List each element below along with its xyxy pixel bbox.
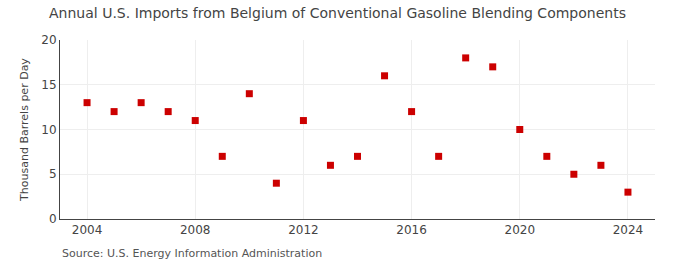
svg-text:Source: U.S. Energy Informatio: Source: U.S. Energy Information Administ… <box>62 247 322 260</box>
svg-text:2024: 2024 <box>613 223 644 237</box>
svg-text:2016: 2016 <box>396 223 427 237</box>
svg-text:5: 5 <box>49 167 57 181</box>
svg-text:10: 10 <box>41 123 56 137</box>
svg-text:Annual U.S. Imports from Belgi: Annual U.S. Imports from Belgium of Conv… <box>49 5 626 21</box>
svg-text:Thousand Barrels per Day: Thousand Barrels per Day <box>18 58 31 202</box>
svg-text:2004: 2004 <box>72 223 103 237</box>
svg-text:20: 20 <box>41 33 56 47</box>
svg-text:2020: 2020 <box>504 223 535 237</box>
svg-text:2012: 2012 <box>288 223 319 237</box>
svg-text:2008: 2008 <box>180 223 211 237</box>
svg-text:15: 15 <box>41 78 56 92</box>
svg-text:0: 0 <box>49 212 57 226</box>
